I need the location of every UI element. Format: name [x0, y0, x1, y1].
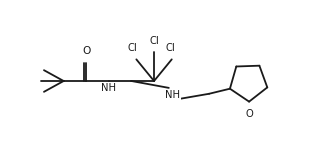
Text: O: O	[245, 109, 253, 119]
Text: Cl: Cl	[127, 43, 137, 53]
Text: O: O	[82, 46, 90, 56]
Text: NH: NH	[101, 83, 116, 93]
Text: Cl: Cl	[166, 43, 176, 53]
Text: Cl: Cl	[149, 36, 159, 46]
Text: NH: NH	[165, 90, 180, 100]
